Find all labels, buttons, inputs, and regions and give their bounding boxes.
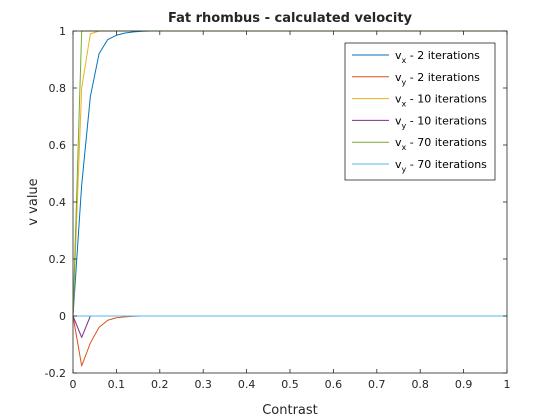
x-tick-label: 0.4 xyxy=(238,378,256,391)
legend-entry: vx - 10 iterations xyxy=(395,93,487,109)
legend-entry: vy - 2 iterations xyxy=(395,71,480,87)
x-tick-label: 0.1 xyxy=(108,378,126,391)
y-tick-label: 0.2 xyxy=(49,253,67,266)
legend-entry: vx - 2 iterations xyxy=(395,49,480,65)
x-tick-label: 0.5 xyxy=(281,378,299,391)
ticks-layer: 0 0.1 0.2 0.3 0.4 0.5 0.6 0.7 0.8 0.9 1 -0.2 0 0.2 0.4… xyxy=(45,25,511,391)
x-tick-label: 1 xyxy=(504,378,511,391)
chart-title: Fat rhombus - calculated velocity xyxy=(168,11,413,26)
x-tick-label: 0.6 xyxy=(325,378,343,391)
y-tick-label: 0.8 xyxy=(49,82,67,95)
y-axis-label: v value xyxy=(26,178,41,225)
legend-entry: vy - 70 iterations xyxy=(395,158,487,174)
legend: vx - 2 iterations vy - 2 iterations vx - 1… xyxy=(344,42,496,181)
y-tick-label: 1 xyxy=(59,25,66,38)
legend-entry: vy - 10 iterations xyxy=(395,114,487,130)
x-tick-label: 0.2 xyxy=(151,378,169,391)
x-axis-label: Contrast xyxy=(262,403,318,418)
y-tick-label: 0.4 xyxy=(49,196,67,209)
legend-entry: vx - 70 iterations xyxy=(395,136,487,152)
legend-box xyxy=(344,42,496,181)
x-tick-label: 0.8 xyxy=(411,378,429,391)
x-tick-label: 0.7 xyxy=(368,378,386,391)
y-tick-label: 0.6 xyxy=(49,139,67,152)
y-tick-label: -0.2 xyxy=(45,367,66,380)
x-tick-label: 0.9 xyxy=(455,378,473,391)
y-tick-label: 0 xyxy=(59,310,66,323)
x-tick-label: 0.3 xyxy=(194,378,212,391)
x-tick-label: 0 xyxy=(70,378,77,391)
